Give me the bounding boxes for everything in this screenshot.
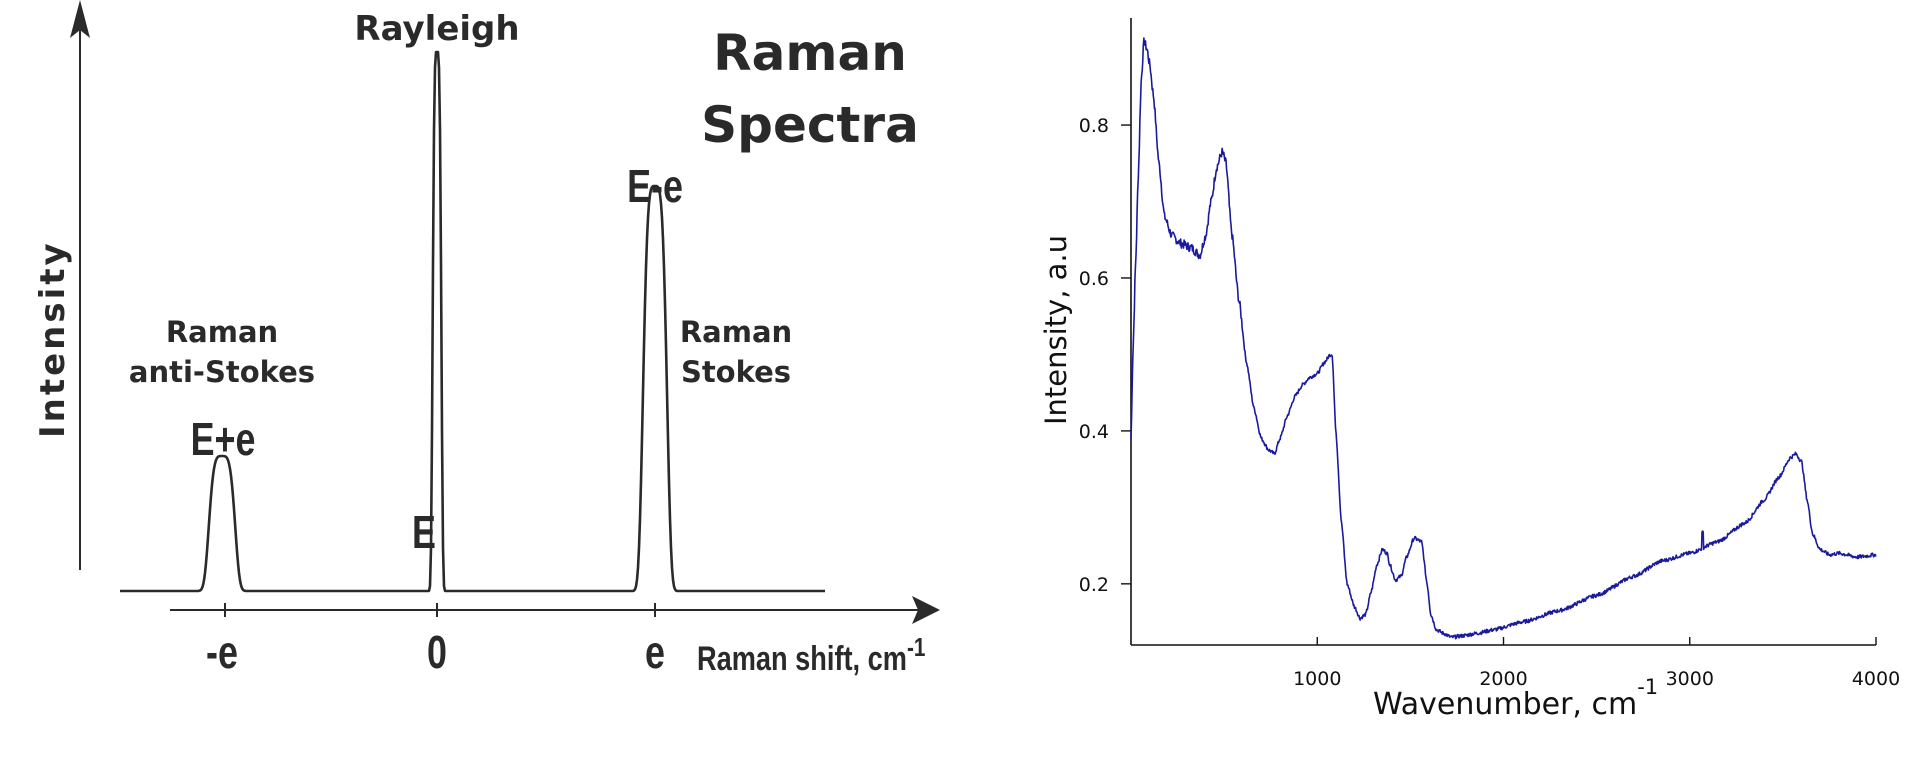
schematic-y-arrowhead: [70, 0, 90, 38]
schematic-title-line-1: Raman: [713, 24, 907, 82]
measured-x-tick-label: 2000: [1479, 668, 1527, 690]
schematic-x-tick-label-pos: e: [645, 627, 665, 678]
schematic-chart: Intensity Raman Spectra Rayleigh Raman a…: [33, 0, 940, 678]
anti-stokes-label-line-2: anti-Stokes: [129, 355, 315, 389]
schematic-spectrum-line: [119, 50, 826, 593]
measured-ticks: 1000 2000 3000 4000 0.2 0.4 0.6 0.8: [1079, 115, 1900, 690]
measured-y-tick-label: 0.2: [1079, 574, 1109, 596]
measured-x-axis-label: Wavenumber, cm-1: [1373, 675, 1658, 722]
measured-y-axis-label: Intensity, a.u: [1039, 235, 1073, 425]
measured-x-tick-label: 1000: [1293, 668, 1341, 690]
measured-x-tick-label: 3000: [1666, 668, 1714, 690]
stokes-label-line-2: Stokes: [681, 355, 791, 389]
schematic-x-tick-label-neg: -e: [206, 627, 238, 678]
stokes-peak-label: E-e: [627, 161, 683, 212]
measured-chart: 1000 2000 3000 4000 0.2 0.4 0.6 0.8 Intensity, …: [1039, 18, 1900, 722]
measured-y-tick-label: 0.4: [1079, 421, 1109, 443]
stokes-label-line-1: Raman: [680, 315, 792, 349]
schematic-x-tick-label-zero: 0: [427, 627, 447, 678]
measured-y-tick-label: 0.8: [1079, 115, 1109, 137]
measured-x-axis-label-sup: -1: [1637, 675, 1658, 699]
measured-y-tick-label: 0.6: [1079, 268, 1109, 290]
anti-stokes-peak-label: E+e: [191, 414, 256, 465]
rayleigh-peak-label: E: [412, 507, 436, 558]
schematic-title-line-2: Spectra: [701, 96, 919, 154]
measured-x-tick-label: 4000: [1852, 668, 1900, 690]
schematic-x-axis-label-sup: -1: [907, 633, 925, 662]
schematic-y-axis-label: Intensity: [33, 240, 73, 438]
rayleigh-label: Rayleigh: [354, 9, 519, 49]
schematic-x-arrowhead: [912, 596, 940, 624]
schematic-x-axis-label: Raman shift, cm-1: [697, 633, 925, 678]
measured-spectrum-line: [1130, 37, 1877, 640]
anti-stokes-label-line-1: Raman: [166, 315, 278, 349]
